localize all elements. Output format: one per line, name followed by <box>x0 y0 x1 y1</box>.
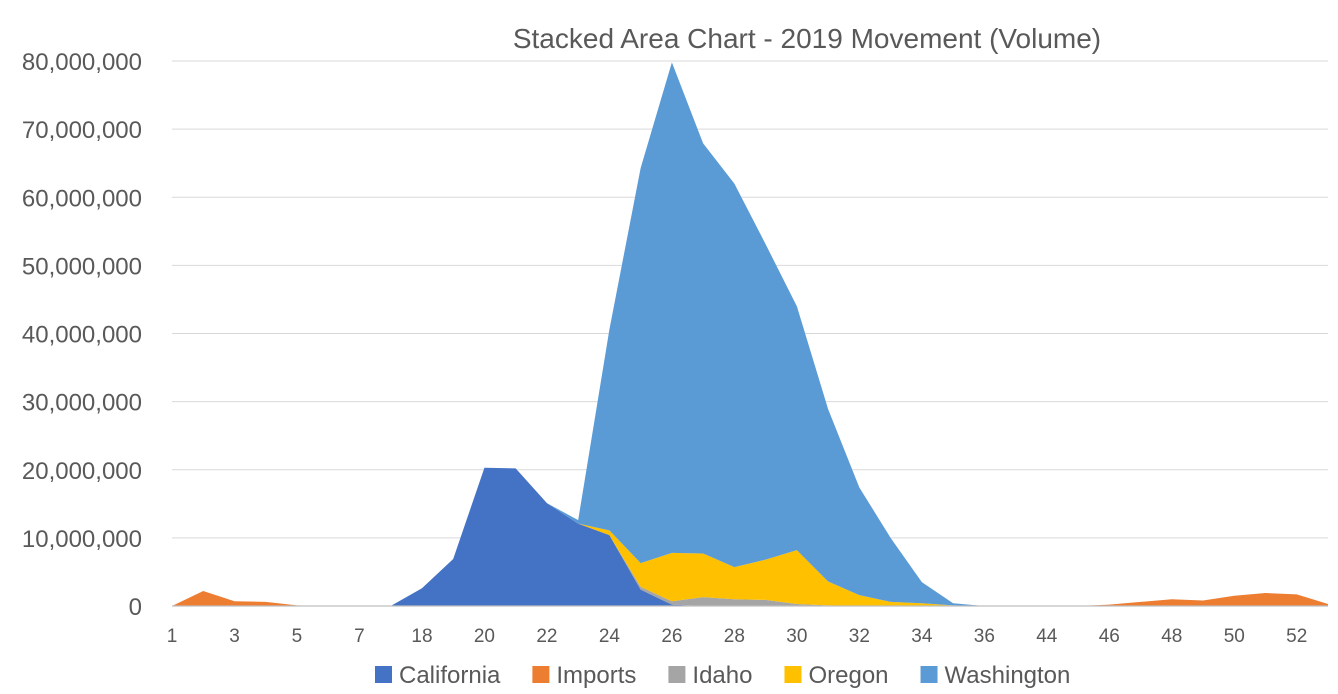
area-oregon <box>172 467 1328 606</box>
y-tick-label: 20,000,000 <box>22 458 142 485</box>
y-axis-tick-labels: 0 10,000,000 20,000,000 30,000,000 40,000,00… <box>22 49 142 621</box>
y-tick-label: 60,000,000 <box>22 185 142 212</box>
x-tick-label: 46 <box>1099 626 1120 647</box>
legend-label-oregon: Oregon <box>808 662 888 689</box>
x-tick-label: 5 <box>292 626 303 647</box>
x-tick-label: 7 <box>354 626 365 647</box>
y-tick-label: 80,000,000 <box>22 49 142 76</box>
x-tick-label: 1 <box>167 626 178 647</box>
x-tick-label: 3 <box>229 626 240 647</box>
y-tick-label: 30,000,000 <box>22 390 142 417</box>
x-tick-label: 52 <box>1286 626 1307 647</box>
x-tick-label: 28 <box>724 626 745 647</box>
legend-label-imports: Imports <box>556 662 636 689</box>
legend-swatch-oregon <box>784 666 802 683</box>
x-tick-label: 34 <box>911 626 933 647</box>
legend-label-washington: Washington <box>945 662 1071 689</box>
legend-label-idaho: Idaho <box>692 662 752 689</box>
x-tick-label: 36 <box>974 626 995 647</box>
legend: California Imports Idaho Oregon Washington <box>375 662 1070 689</box>
area-series-layer <box>172 62 1328 607</box>
y-tick-label: 0 <box>129 594 142 621</box>
x-tick-label: 50 <box>1224 626 1245 647</box>
legend-label-california: California <box>399 662 501 689</box>
y-tick-label: 10,000,000 <box>22 526 142 553</box>
x-tick-label: 18 <box>411 626 432 647</box>
x-tick-label: 48 <box>1161 626 1182 647</box>
legend-swatch-washington <box>920 666 938 683</box>
x-axis-tick-labels: 1 3 5 7 18 20 22 24 26 28 30 32 34 36 44 46 48 50 52 <box>167 626 1308 647</box>
x-tick-label: 24 <box>599 626 621 647</box>
y-tick-label: 50,000,000 <box>22 253 142 280</box>
chart-title: Stacked Area Chart - 2019 Movement (Volu… <box>513 23 1101 54</box>
x-tick-label: 32 <box>849 626 870 647</box>
x-tick-label: 20 <box>474 626 495 647</box>
area-california <box>172 467 1328 606</box>
x-tick-label: 44 <box>1036 626 1058 647</box>
x-tick-label: 30 <box>786 626 807 647</box>
y-tick-label: 70,000,000 <box>22 117 142 144</box>
x-tick-label: 22 <box>536 626 557 647</box>
legend-swatch-idaho <box>668 666 686 683</box>
legend-swatch-imports <box>532 666 550 683</box>
legend-swatch-california <box>375 666 392 683</box>
x-tick-label: 26 <box>661 626 682 647</box>
area-washington <box>172 62 1328 607</box>
y-tick-label: 40,000,000 <box>22 322 142 349</box>
